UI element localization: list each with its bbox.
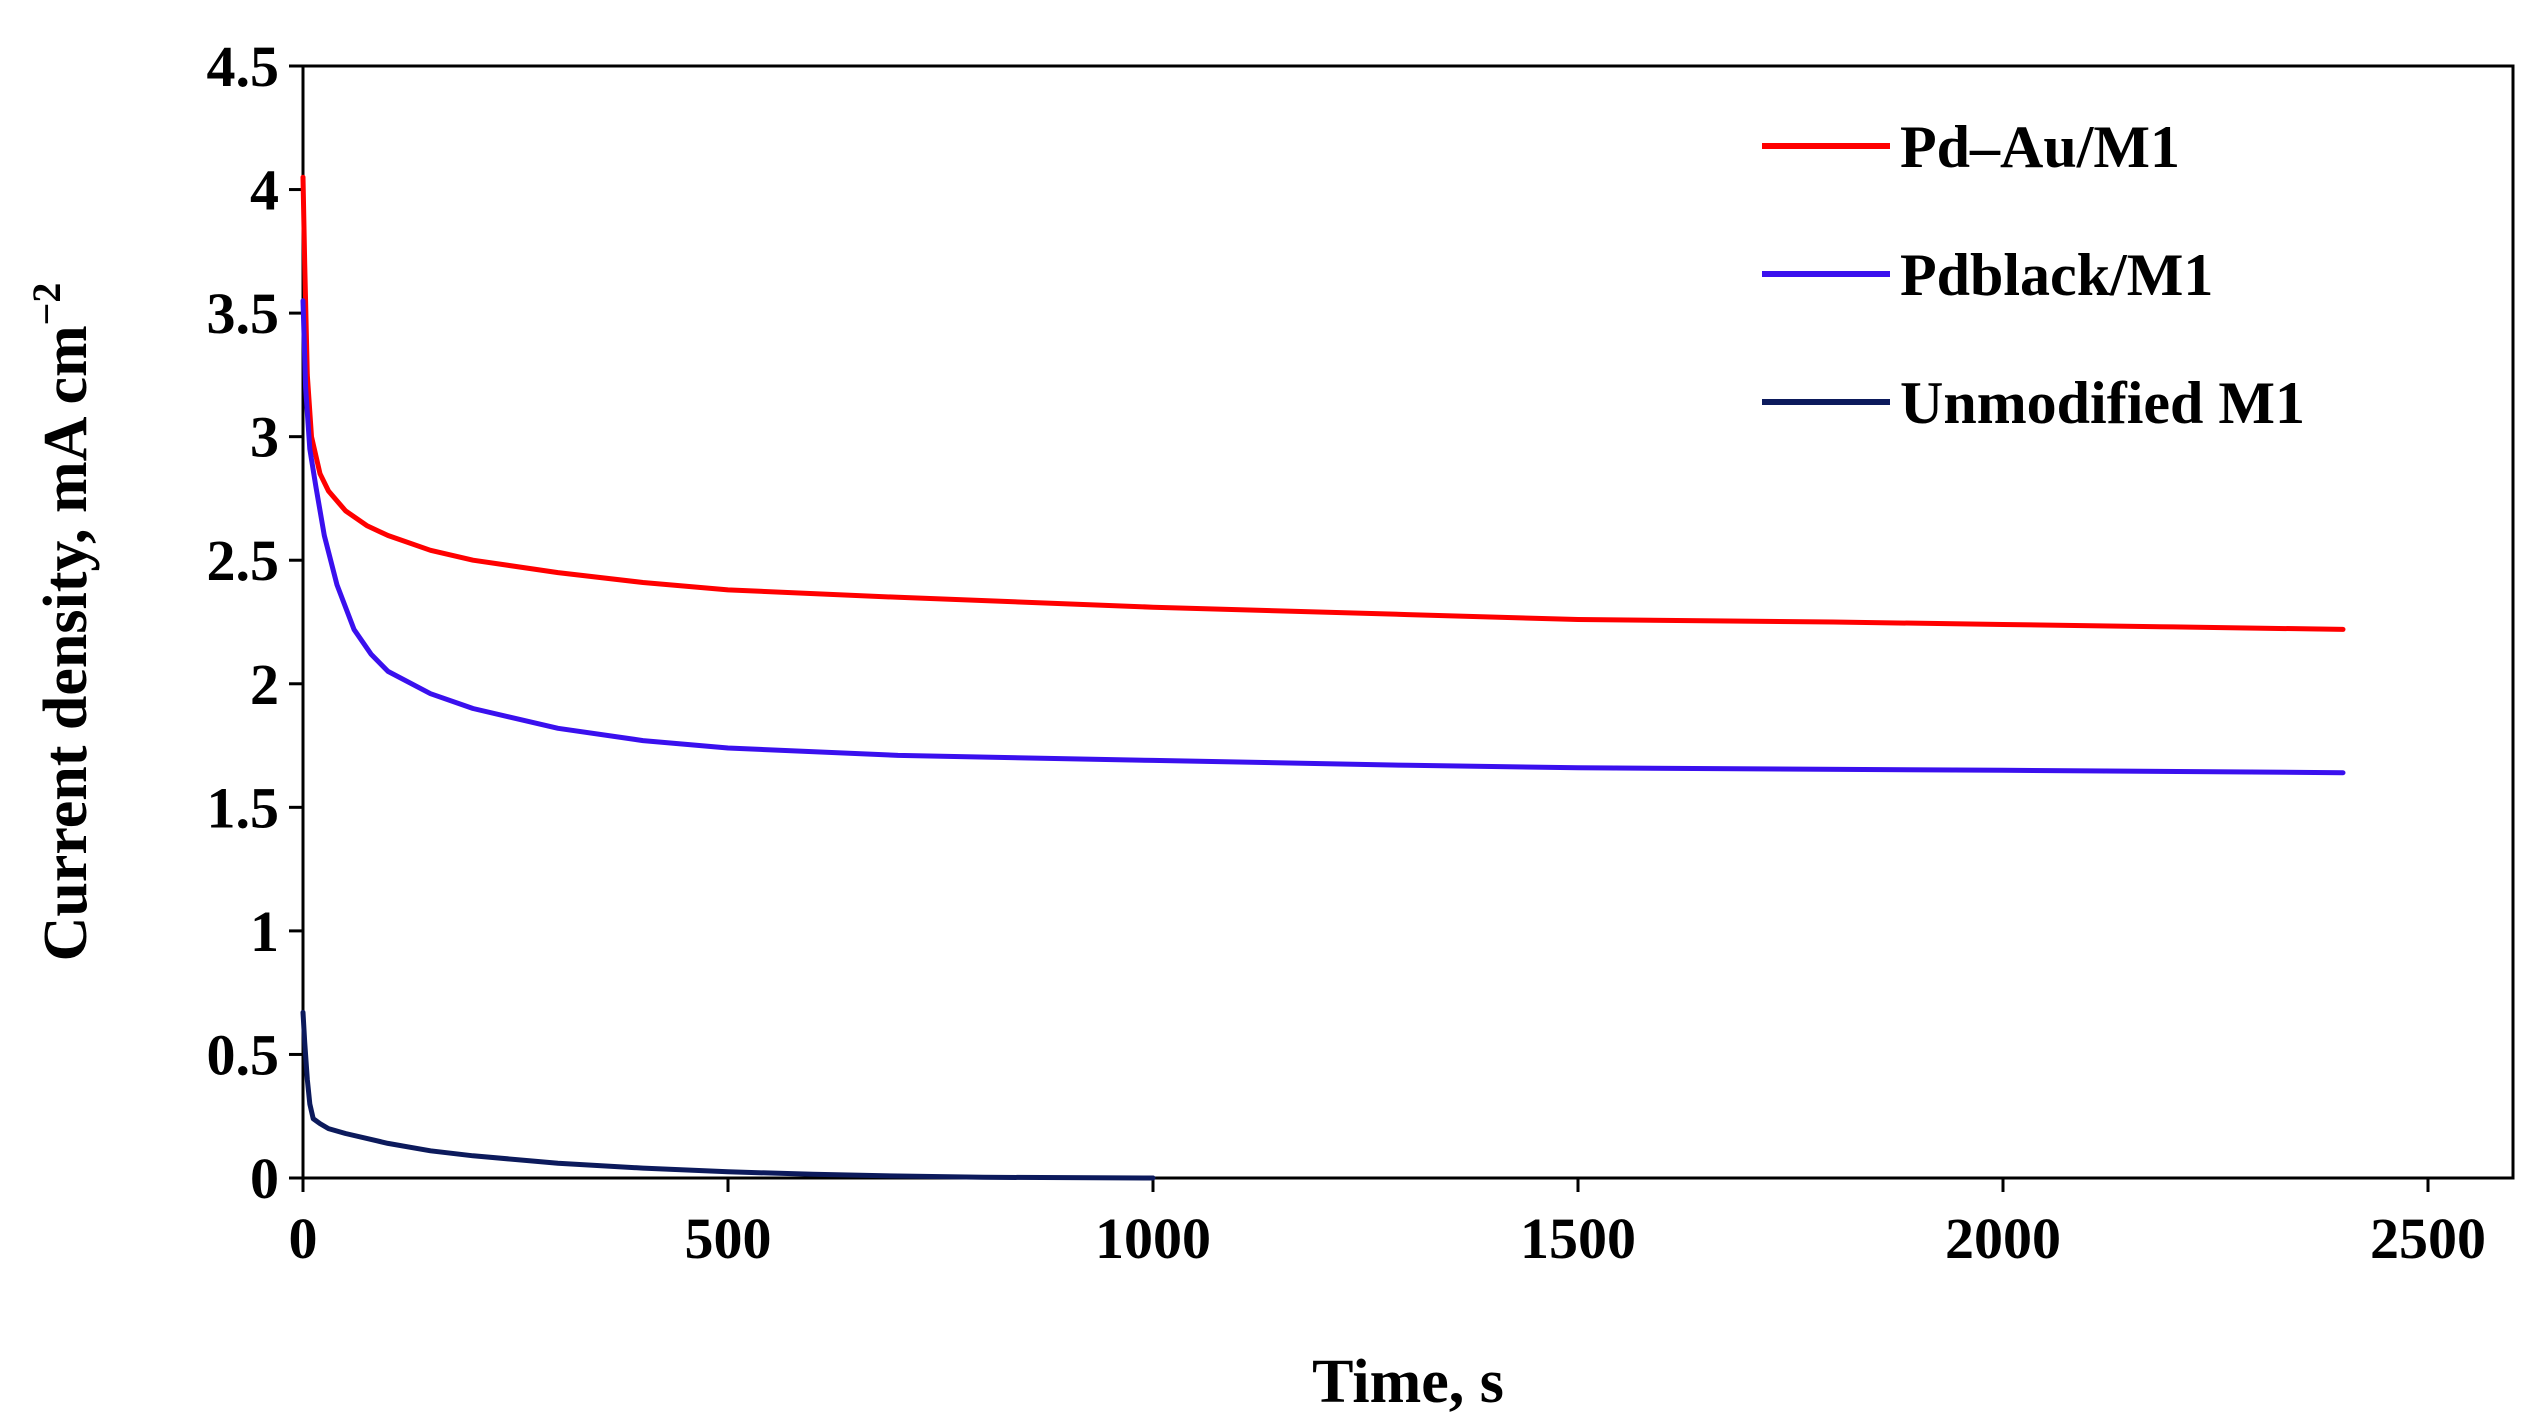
y-tick-label: 4.5 — [207, 34, 280, 99]
y-tick-label: 3 — [250, 405, 279, 470]
y-tick-label: 2 — [250, 652, 279, 717]
y-tick-label: 2.5 — [207, 528, 280, 593]
y-axis-title: Current density, mA cm−2 — [24, 283, 100, 962]
y-tick-label: 3.5 — [207, 281, 280, 346]
series-line-pd-au-m1 — [300, 174, 2346, 632]
y-tick-label: 0.5 — [207, 1022, 280, 1087]
y-axis-title-main: Current density, mA cm — [32, 325, 100, 961]
series-line-unmodified-m1 — [300, 1009, 1156, 1181]
series-line-pdblack-m1 — [300, 298, 2346, 776]
x-tick-label: 1000 — [1095, 1206, 1211, 1271]
x-tick-label: 0 — [289, 1206, 318, 1271]
x-tick-label: 500 — [685, 1206, 772, 1271]
x-tick-label: 1500 — [1520, 1206, 1636, 1271]
x-tick-label: 2500 — [2370, 1206, 2486, 1271]
x-axis-title: Time, s — [1312, 1348, 1504, 1416]
y-axis-title-superscript: −2 — [24, 283, 69, 326]
legend: Pd–Au/M1 Pdblack/M1 Unmodified M1 — [1762, 114, 2305, 436]
y-tick-label: 0 — [250, 1146, 279, 1211]
x-tick-label: 2000 — [1945, 1206, 2061, 1271]
y-axis-ticks: 0 0.5 1 1.5 2 2.5 3 3.5 4 4.5 — [207, 34, 303, 1211]
x-axis-ticks: 0 500 1000 1500 2000 2500 — [289, 1178, 2486, 1271]
y-tick-label: 1 — [250, 899, 279, 964]
legend-label: Unmodified M1 — [1900, 370, 2305, 436]
y-tick-label: 1.5 — [207, 775, 280, 840]
plot-area — [301, 64, 2515, 1180]
legend-label: Pd–Au/M1 — [1900, 114, 2180, 180]
legend-label: Pdblack/M1 — [1900, 242, 2213, 308]
y-tick-label: 4 — [250, 158, 279, 223]
series-lines — [300, 174, 2346, 1181]
